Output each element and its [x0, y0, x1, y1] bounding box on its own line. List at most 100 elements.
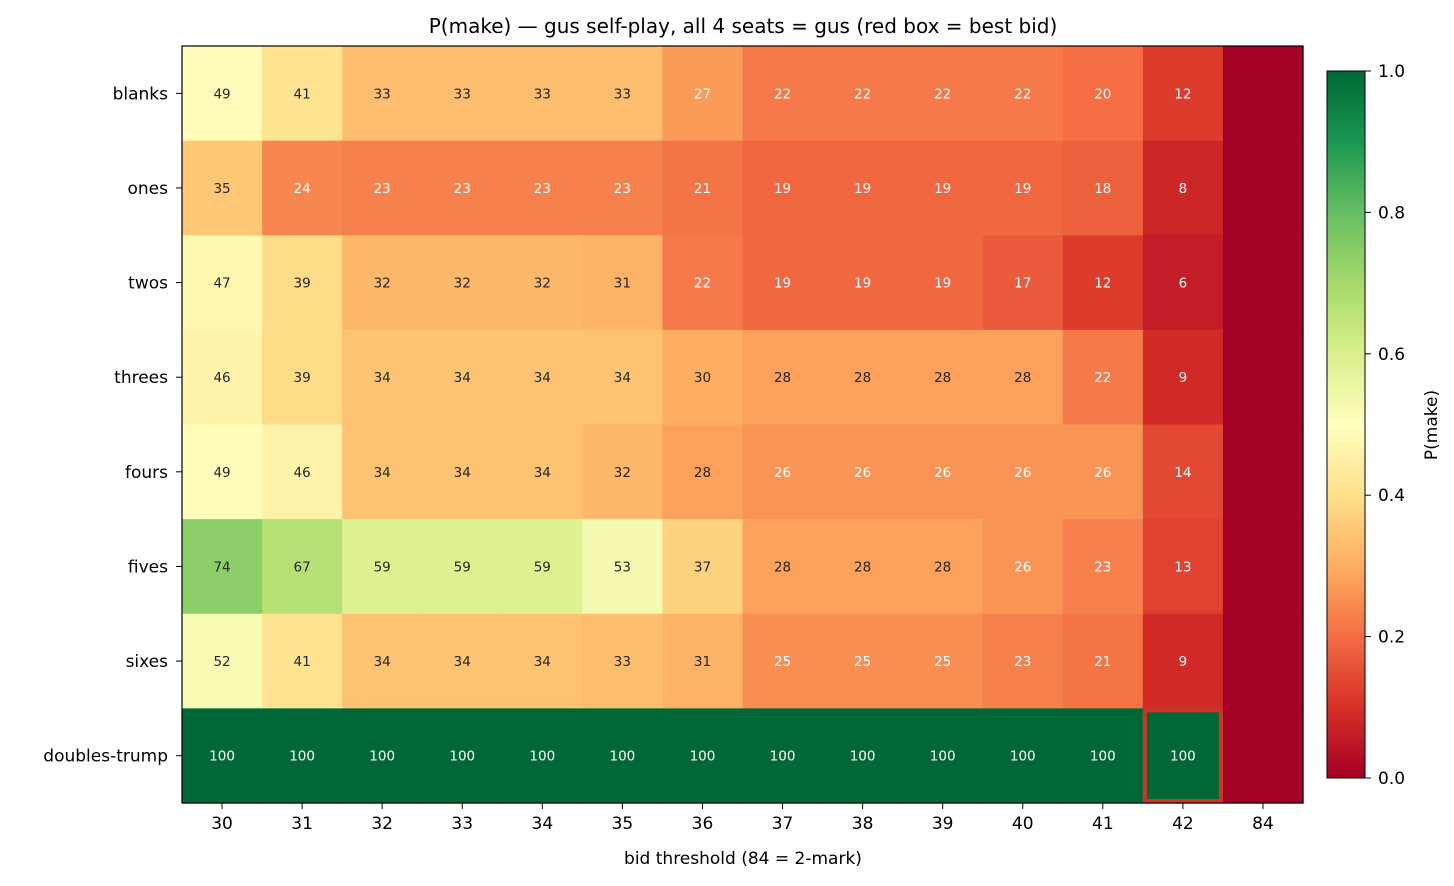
cell-value-label: 14: [1174, 465, 1191, 481]
heatmap-cell: [342, 329, 423, 426]
cell-value-label: 49: [213, 465, 230, 481]
cell-value-label: 34: [454, 370, 471, 386]
cell-value-label: 32: [374, 276, 391, 292]
cell-value-label: 28: [934, 370, 951, 386]
heatmap-cell: [422, 140, 503, 236]
cell-value-label: 21: [694, 181, 711, 197]
heatmap-cell: [422, 708, 503, 804]
heatmap-cell: [342, 235, 423, 331]
heatmap-cell: [342, 424, 423, 520]
cell-value-label: 39: [294, 276, 311, 292]
heatmap-cell: [502, 708, 583, 804]
cell-value-label: 46: [213, 370, 230, 386]
cell-value-label: 17: [1014, 276, 1031, 292]
heatmap-cell: [1222, 519, 1304, 615]
x-tick-label: 41: [1092, 814, 1114, 834]
cell-value-label: 26: [854, 465, 871, 481]
heatmap-cell: [902, 46, 984, 142]
heatmap-cell: [262, 140, 343, 236]
heatmap-cell: [182, 708, 263, 804]
cell-value-label: 12: [1094, 276, 1111, 292]
cell-value-label: 100: [770, 749, 796, 765]
x-tick-label: 40: [1012, 814, 1034, 834]
cell-value-label: 34: [534, 370, 551, 386]
cell-value-label: 19: [1014, 181, 1031, 197]
cell-value-label: 100: [610, 749, 636, 765]
y-tick-label: sixes: [126, 652, 169, 672]
heatmap-cell: [742, 46, 824, 142]
heatmap-cell: [582, 329, 664, 426]
cell-value-label: 33: [534, 86, 551, 102]
heatmap-cell: [422, 613, 503, 709]
heatmap-cell: [342, 613, 423, 709]
heatmap-cells: [182, 46, 1304, 804]
y-axis-ticks: blanks ones twos threes fours fives sixes doubl…: [43, 84, 182, 767]
cell-value-label: 21: [1094, 654, 1111, 670]
cell-value-label: 34: [534, 465, 551, 481]
cell-value-label: 34: [614, 370, 631, 386]
cell-value-label: 100: [449, 749, 475, 765]
cell-value-label: 19: [854, 181, 871, 197]
heatmap-cell: [982, 519, 1064, 615]
heatmap-cell: [742, 424, 824, 520]
heatmap-cell: [182, 46, 263, 142]
plot-frame: [181, 45, 1304, 804]
cell-value-label: 22: [774, 86, 791, 102]
heatmap-cell: [662, 329, 744, 426]
cell-value-label: 9: [1179, 654, 1188, 670]
heatmap-cell: [822, 424, 904, 520]
heatmap-cell: [902, 424, 984, 520]
colorbar-ticks: 0.0 0.2 0.4 0.6 0.8 1.0: [1365, 62, 1405, 789]
heatmap-cell: [1222, 46, 1304, 142]
colorbar-tick-label: 0.6: [1378, 345, 1405, 365]
cell-value-label: 23: [454, 181, 471, 197]
heatmap-cell: [662, 613, 744, 709]
colorbar-tick-label: 0.0: [1378, 769, 1405, 789]
cell-value-label: 19: [854, 276, 871, 292]
cell-value-label: 28: [854, 559, 871, 575]
y-tick-label: twos: [128, 274, 168, 294]
cell-value-label: 59: [454, 559, 471, 575]
cell-value-label: 100: [1170, 749, 1196, 765]
cell-value-label: 33: [454, 86, 471, 102]
cell-value-label: 18: [1094, 181, 1111, 197]
heatmap-cell: [822, 519, 904, 615]
y-tick-label: threes: [114, 368, 168, 388]
colorbar-tick-label: 0.2: [1378, 628, 1405, 648]
cell-value-label: 100: [209, 749, 235, 765]
cell-value-label: 39: [294, 370, 311, 386]
cell-value-label: 19: [934, 276, 951, 292]
cell-value-label: 22: [1014, 86, 1031, 102]
cell-value-label: 19: [934, 181, 951, 197]
heatmap-cell: [1142, 519, 1224, 615]
colorbar-label: P(make): [1422, 390, 1442, 460]
heatmap-cell: [582, 424, 664, 520]
heatmap-cell: [822, 613, 904, 709]
cell-value-label: 19: [774, 181, 791, 197]
x-tick-label: 31: [291, 814, 313, 834]
y-tick-label: doubles-trump: [43, 747, 168, 767]
y-tick-label: ones: [128, 179, 169, 199]
cell-value-label: 28: [694, 465, 711, 481]
heatmap-cell: [1142, 708, 1224, 804]
cell-value-label: 53: [614, 559, 631, 575]
heatmap-cell: [262, 235, 343, 331]
heatmap-cell: [262, 613, 343, 709]
cell-value-labels: 49 41 33 33 33 33 27 22 22 22 22 20 12 35 24 23 23 23 23 21…: [209, 86, 1196, 764]
x-tick-label: 42: [1172, 814, 1194, 834]
cell-value-label: 47: [213, 276, 230, 292]
heatmap-cell: [1062, 519, 1144, 615]
cell-value-label: 31: [694, 654, 711, 670]
heatmap-cell: [662, 708, 744, 804]
cell-value-label: 22: [1094, 370, 1111, 386]
heatmap-cell: [1222, 708, 1304, 804]
heatmap-cell: [822, 329, 904, 426]
heatmap-cell: [342, 140, 423, 236]
heatmap-cell: [902, 235, 984, 331]
heatmap-cell: [422, 424, 503, 520]
cell-value-label: 26: [934, 465, 951, 481]
heatmap-cell: [1142, 46, 1224, 142]
cell-value-label: 41: [294, 86, 311, 102]
heatmap-cell: [582, 613, 664, 709]
